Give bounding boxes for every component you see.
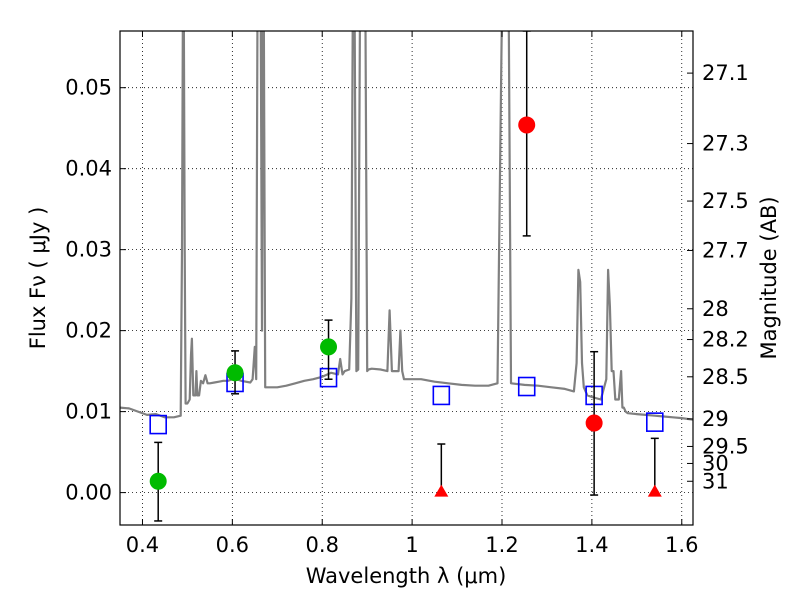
x-tick-label: 1.2 xyxy=(485,533,518,557)
observed-point xyxy=(149,472,167,490)
x-tick-label: 1.4 xyxy=(575,533,608,557)
observed-point xyxy=(585,414,603,432)
mag-tick-label: 27.5 xyxy=(702,189,749,213)
y-tick-label: 0.02 xyxy=(65,319,112,343)
y-tick-label: 0.04 xyxy=(65,157,112,181)
model-point xyxy=(432,385,451,406)
y-tick-label: 0.00 xyxy=(65,481,112,505)
mag-tick-label: 27.7 xyxy=(702,238,749,262)
y-axis-label-right: Magnitude (AB) xyxy=(757,196,781,359)
ticks: 0.4 0.6 0.8 1 1.2 1.4 1.6 0.00 0.01 0.02 0.03 0.04 0… xyxy=(65,31,749,557)
plot-frame xyxy=(119,30,694,526)
x-tick-label: 1.6 xyxy=(665,533,698,557)
mag-tick-label: 29.5 xyxy=(702,434,749,458)
x-tick-label: 1 xyxy=(405,533,418,557)
model-point xyxy=(517,376,536,397)
x-tick-label: 0.8 xyxy=(306,533,339,557)
plot-background xyxy=(120,31,693,525)
mag-tick-label: 28.5 xyxy=(702,365,749,389)
model-point xyxy=(149,414,167,435)
upper-limit-triangle xyxy=(647,484,662,497)
model-point xyxy=(645,412,664,432)
x-axis-label: Wavelength λ (μm) xyxy=(306,564,507,588)
mag-tick-label: 28 xyxy=(702,297,729,321)
y-tick-label: 0.01 xyxy=(65,400,112,424)
y-tick-label: 0.03 xyxy=(65,238,112,262)
mag-tick-label: 29 xyxy=(702,407,729,431)
x-tick-label: 0.4 xyxy=(126,533,159,557)
y-axis-label-left: Flux Fν ( μJy ) xyxy=(26,207,50,350)
observed-point xyxy=(226,364,244,382)
mag-tick-label: 30 xyxy=(702,451,729,475)
mag-tick-label: 27.3 xyxy=(702,132,749,156)
upper-limit-triangle xyxy=(434,484,449,497)
marks-layer xyxy=(149,31,664,522)
y-tick-label: 0.05 xyxy=(65,76,112,100)
mag-tick-label: 28.2 xyxy=(702,328,749,352)
observed-point xyxy=(518,116,536,134)
mag-tick-label: 27.1 xyxy=(702,61,749,85)
observed-point xyxy=(320,338,338,356)
x-tick-label: 0.6 xyxy=(216,533,249,557)
mag-tick-label: 31 xyxy=(702,469,729,493)
